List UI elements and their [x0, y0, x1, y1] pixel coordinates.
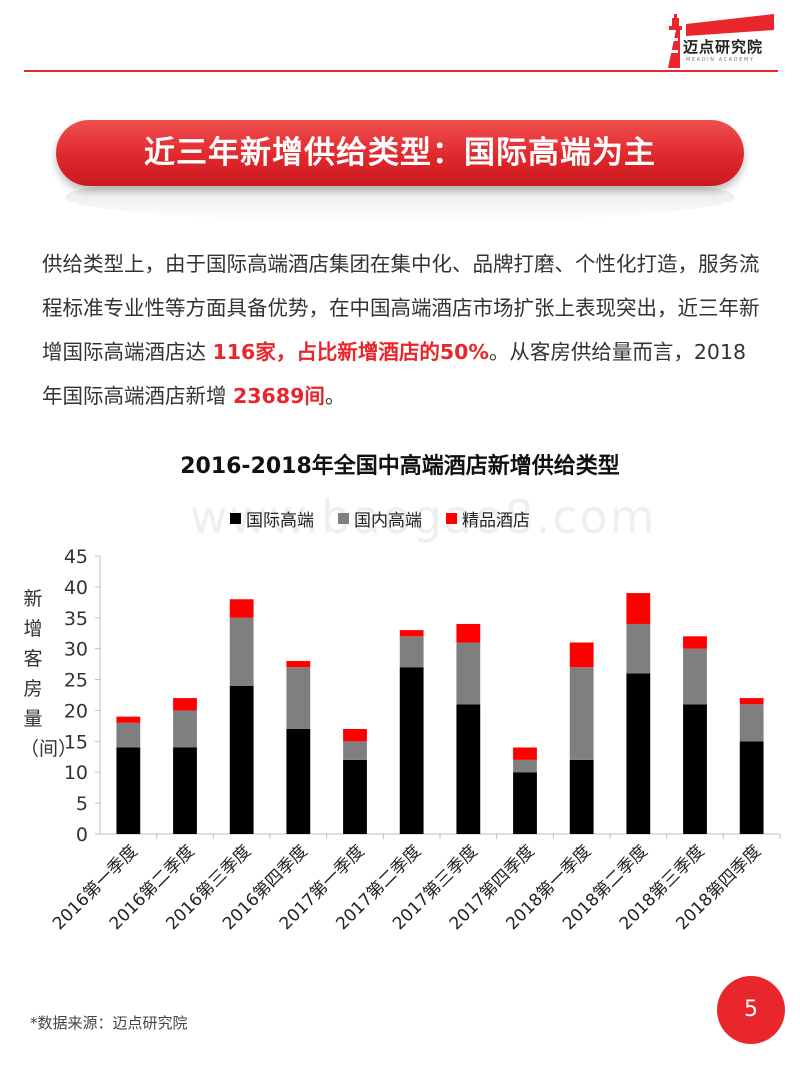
- logo-name: 迈点研究院: [683, 38, 764, 56]
- bar-segment-international: [343, 759, 367, 834]
- page-title-banner: 近三年新增供给类型：国际高端为主: [56, 120, 744, 186]
- bar-segment-international: [569, 759, 594, 834]
- y-tick-label: 25: [64, 670, 88, 692]
- bar-segment-domestic: [229, 617, 254, 686]
- bar-segment-boutique: [173, 698, 197, 711]
- bar-segment-domestic: [683, 648, 707, 705]
- bar-segment-international: [116, 747, 141, 834]
- bar-segment-international: [229, 685, 254, 834]
- y-tick-label: 30: [64, 639, 88, 661]
- header-divider: [24, 70, 778, 72]
- data-source-note: *数据来源：迈点研究院: [30, 1014, 188, 1032]
- bar-segment-domestic: [569, 667, 594, 760]
- y-tick-label: 5: [76, 793, 88, 815]
- bar-segment-boutique: [739, 698, 764, 705]
- bar-segment-domestic: [626, 623, 651, 674]
- chart-legend: 国际高端 国内高端 精品酒店: [230, 504, 554, 532]
- bar-segment-international: [286, 728, 311, 834]
- bar-segment-domestic: [116, 722, 141, 748]
- legend-label-domestic: 国内高端: [354, 510, 422, 531]
- y-axis-label: 新增客房量（间）: [20, 588, 78, 760]
- logo-subtitle: MEADIN ACADEMY: [686, 57, 755, 63]
- bar-segment-boutique: [229, 599, 254, 618]
- bar-segment-boutique: [626, 593, 651, 624]
- meadin-logo-icon: [668, 14, 774, 68]
- bar-segment-boutique: [399, 630, 424, 637]
- bar-segment-international: [739, 741, 764, 834]
- bar-segment-international: [399, 667, 424, 834]
- bar-segment-domestic: [286, 667, 311, 729]
- legend-label-international: 国际高端: [246, 510, 314, 531]
- intro-text-1: 供给类型上，由于国际高端酒店集团在集中化、品牌打磨、个性化打造，服务流程标准专业…: [42, 252, 760, 364]
- chart-title: 2016-2018年全国中高端酒店新增供给类型: [180, 454, 620, 479]
- bar-segment-international: [173, 747, 197, 834]
- bar-segment-domestic: [456, 642, 481, 705]
- y-tick-label: 35: [64, 608, 88, 630]
- bar-segment-boutique: [116, 716, 141, 723]
- bar-segment-domestic: [173, 710, 197, 748]
- y-tick-label: 10: [64, 762, 88, 784]
- bar-segment-international: [513, 772, 537, 834]
- intro-text-3: 。: [324, 384, 346, 408]
- bar-segment-domestic: [343, 741, 367, 760]
- legend-swatch-domestic: [338, 512, 349, 524]
- bar-segment-international: [683, 704, 707, 834]
- bar-segment-boutique: [456, 623, 481, 643]
- bar-segment-boutique: [683, 636, 707, 649]
- bar-segment-international: [456, 704, 481, 834]
- intro-paragraph: 供给类型上，由于国际高端酒店集团在集中化、品牌打磨、个性化打造，服务流程标准专业…: [42, 242, 764, 418]
- intro-text-2: 。从客房供给量而言，2018年国际高端酒店新增: [42, 340, 747, 408]
- stacked-bar-chart: 0510152025303540452016第一季度2016第二季度2016第三…: [49, 546, 781, 934]
- highlight-room-count: 23689间: [233, 384, 325, 408]
- bar-segment-boutique: [343, 728, 367, 742]
- legend-item-international: 国际高端: [230, 506, 314, 531]
- bar-segment-domestic: [739, 704, 764, 742]
- y-tick-label: 45: [64, 546, 88, 568]
- y-tick-label: 40: [64, 577, 88, 599]
- legend-label-boutique: 精品酒店: [462, 510, 530, 531]
- page-number-badge: 5: [717, 976, 785, 1044]
- legend-swatch-boutique: [446, 512, 457, 524]
- legend-swatch-international: [230, 512, 241, 524]
- bar-segment-international: [626, 673, 651, 834]
- legend-item-boutique: 精品酒店: [446, 506, 530, 531]
- highlight-hotel-count: 116家，占比新增酒店的50%: [212, 340, 489, 364]
- watermark: www.baogao8.com: [190, 490, 657, 544]
- bar-segment-boutique: [569, 642, 594, 668]
- bar-segment-boutique: [286, 661, 311, 668]
- y-tick-label: 15: [64, 731, 88, 753]
- legend-item-domestic: 国内高端: [338, 506, 422, 531]
- bar-segment-domestic: [513, 759, 537, 773]
- bar-segment-boutique: [513, 747, 537, 760]
- bar-segment-domestic: [399, 636, 424, 668]
- y-tick-label: 0: [76, 824, 88, 846]
- y-tick-label: 20: [64, 700, 88, 722]
